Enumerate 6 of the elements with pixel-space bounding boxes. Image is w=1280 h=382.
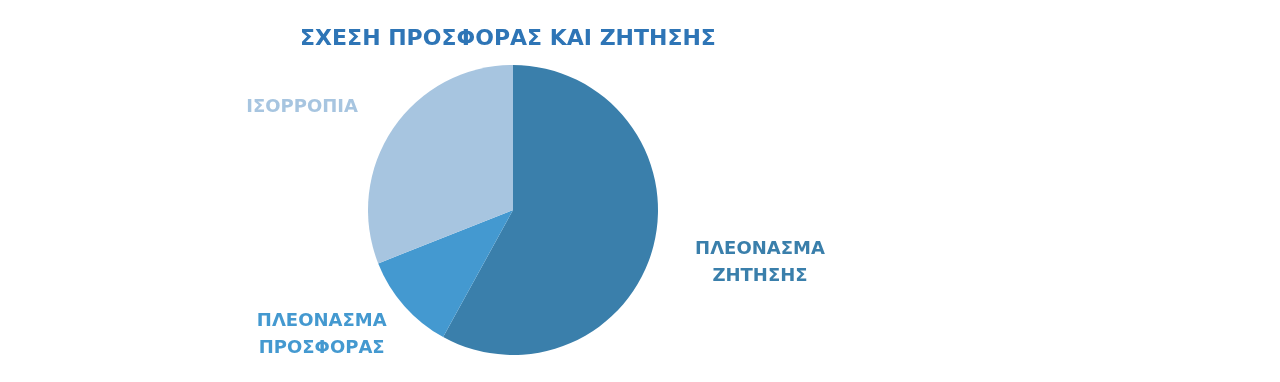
slice-label: ΙΣΟΡΡΟΠΙΑ	[246, 94, 358, 116]
slice-label: ΠΛΕΟΝΑΣΜΑ ΠΡΟΣΦΟΡΑΣ	[256, 308, 387, 357]
chart-title: ΣΧΕΣΗ ΠΡΟΣΦΟΡΑΣ ΚΑΙ ΖΗΤΗΣΗΣ	[300, 25, 716, 50]
pie-slice	[443, 65, 658, 355]
pie-slice	[368, 65, 513, 264]
slice-label: ΠΛΕΟΝΑΣΜΑ ΖΗΤΗΣΗΣ	[695, 236, 825, 285]
